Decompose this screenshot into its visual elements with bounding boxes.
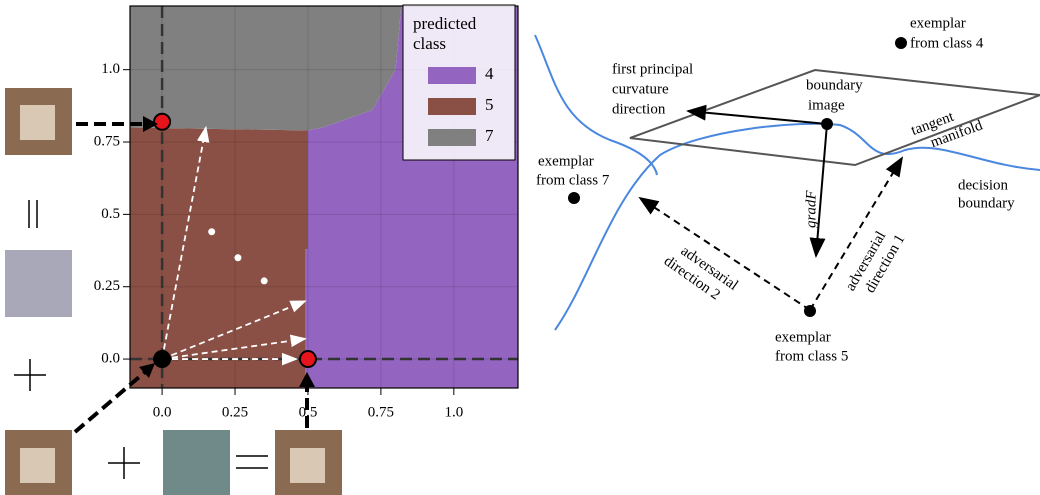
- class-region: [130, 6, 401, 130]
- label: decision: [958, 177, 1008, 193]
- image-detail: [290, 448, 325, 483]
- label: direction: [612, 101, 666, 117]
- legend-title: predicted: [413, 14, 477, 33]
- image-detail: [20, 105, 55, 140]
- legend-title: class: [413, 34, 446, 53]
- point: [300, 351, 316, 367]
- label: image: [808, 97, 845, 113]
- perturbation-image: [163, 430, 230, 495]
- label: from class 5: [775, 348, 848, 364]
- y-tick-label: 0.0: [101, 350, 120, 366]
- y-tick-label: 0.75: [94, 133, 120, 149]
- boundary-point: [821, 118, 833, 130]
- label: boundary: [958, 195, 1015, 211]
- gradient-arrow: [816, 124, 827, 256]
- perturbation-image: [5, 250, 72, 317]
- class-region: [130, 128, 308, 388]
- legend-label: 5: [485, 95, 494, 114]
- point: [208, 228, 215, 235]
- label: boundary: [806, 77, 863, 93]
- geometry-diagram: exemplar from class 4 first principal cu…: [535, 15, 1040, 364]
- x-tick-label: 1.0: [444, 404, 463, 420]
- label: gradF: [803, 190, 819, 228]
- legend-swatch: [428, 129, 476, 146]
- legend-label: 7: [485, 126, 494, 145]
- figure: 0.00.250.50.751.00.00.250.50.751.0predic…: [0, 0, 1040, 495]
- y-tick-label: 1.0: [101, 61, 120, 77]
- label: exemplar: [910, 15, 966, 31]
- exemplar-point: [895, 37, 907, 49]
- point: [261, 277, 268, 284]
- label: exemplar: [538, 153, 594, 169]
- x-tick-label: 0.0: [153, 404, 172, 420]
- y-tick-label: 0.5: [101, 206, 120, 222]
- label: from class 7: [536, 172, 610, 188]
- point: [154, 114, 170, 130]
- legend-label: 4: [485, 64, 494, 83]
- curvature-arrow: [688, 111, 827, 124]
- decision-boundary-curve: [555, 124, 1040, 330]
- point: [154, 351, 170, 367]
- x-tick-label: 0.25: [222, 404, 248, 420]
- exemplar-point: [568, 192, 580, 204]
- y-tick-label: 0.25: [94, 278, 120, 294]
- label: curvature: [612, 81, 669, 97]
- image-detail: [20, 448, 55, 483]
- label: exemplar: [775, 329, 831, 345]
- exemplar-point: [804, 305, 816, 317]
- label: first principal: [612, 61, 693, 77]
- adversarial-arrow: [640, 198, 810, 310]
- x-tick-label: 0.75: [368, 404, 394, 420]
- legend-swatch: [428, 98, 476, 115]
- label: from class 4: [910, 35, 984, 51]
- legend-swatch: [428, 67, 476, 84]
- point: [234, 254, 241, 261]
